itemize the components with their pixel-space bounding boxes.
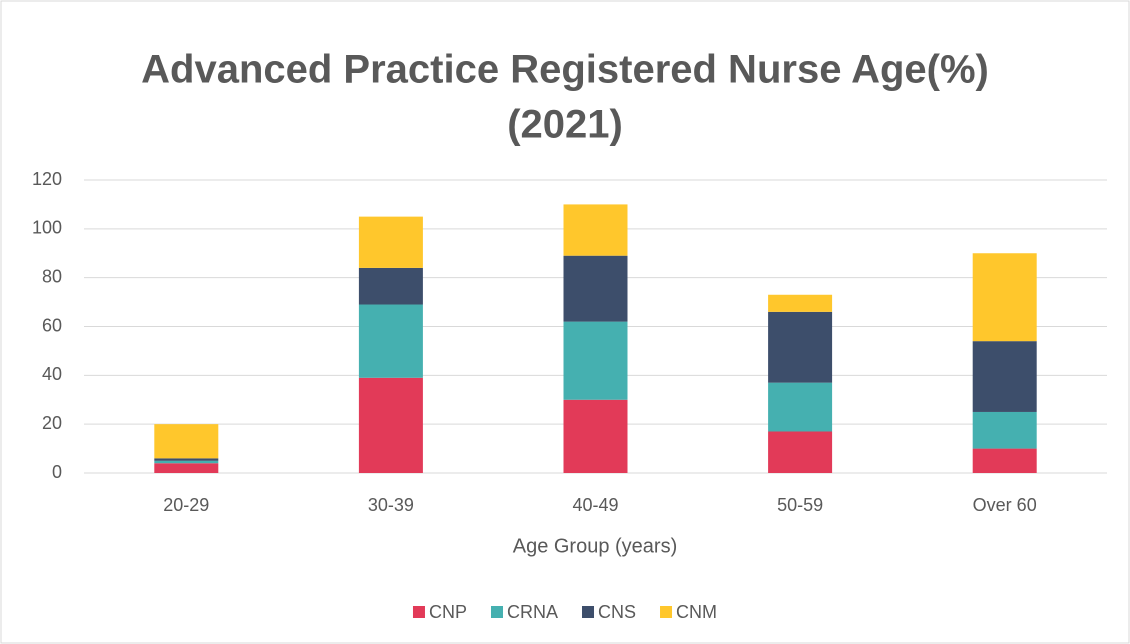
bar-segment — [563, 399, 628, 473]
legend-swatch — [490, 606, 503, 618]
bar-segment — [358, 377, 423, 473]
bar-segment — [768, 294, 833, 312]
x-tick-label: 30-39 — [368, 495, 414, 515]
bar-segment — [154, 424, 219, 459]
bar-segment — [358, 216, 423, 268]
chart-title: Advanced Practice Registered Nurse Age(%… — [141, 48, 989, 92]
bar-segment — [768, 382, 833, 432]
bar-segment — [972, 253, 1037, 342]
y-tick-label: 80 — [42, 266, 62, 286]
x-tick-label: 20-29 — [163, 495, 209, 515]
bar-segment — [154, 460, 219, 464]
bar-segment — [358, 267, 423, 305]
legend-label: CRNA — [507, 602, 558, 622]
bar-segment — [154, 458, 219, 461]
y-tick-label: 40 — [42, 364, 62, 384]
bar-segment — [563, 321, 628, 400]
bar-segment — [768, 431, 833, 473]
bar-segment — [768, 311, 833, 383]
y-tick-label: 60 — [42, 315, 62, 335]
x-tick-label: Over 60 — [973, 495, 1037, 515]
x-axis-label: Age Group (years) — [513, 535, 678, 557]
bar-segment — [972, 341, 1037, 412]
bar-segment — [154, 463, 219, 473]
chart-title: (2021) — [507, 103, 623, 147]
y-tick-label: 20 — [42, 413, 62, 433]
x-tick-label: 50-59 — [777, 495, 823, 515]
legend-label: CNP — [429, 602, 467, 622]
legend-label: CNM — [676, 602, 717, 622]
bar-segment — [972, 448, 1037, 473]
legend-swatch — [660, 606, 673, 618]
bar-segment — [563, 255, 628, 322]
bar-segment — [563, 204, 628, 256]
x-tick-label: 40-49 — [572, 495, 618, 515]
y-tick-label: 120 — [32, 169, 62, 189]
bar-segment — [972, 411, 1037, 449]
y-tick-label: 0 — [52, 462, 62, 482]
legend-swatch — [582, 606, 595, 618]
y-tick-label: 100 — [32, 218, 62, 238]
bar-segment — [358, 304, 423, 378]
legend-label: CNS — [598, 602, 636, 622]
legend-swatch — [412, 606, 425, 618]
